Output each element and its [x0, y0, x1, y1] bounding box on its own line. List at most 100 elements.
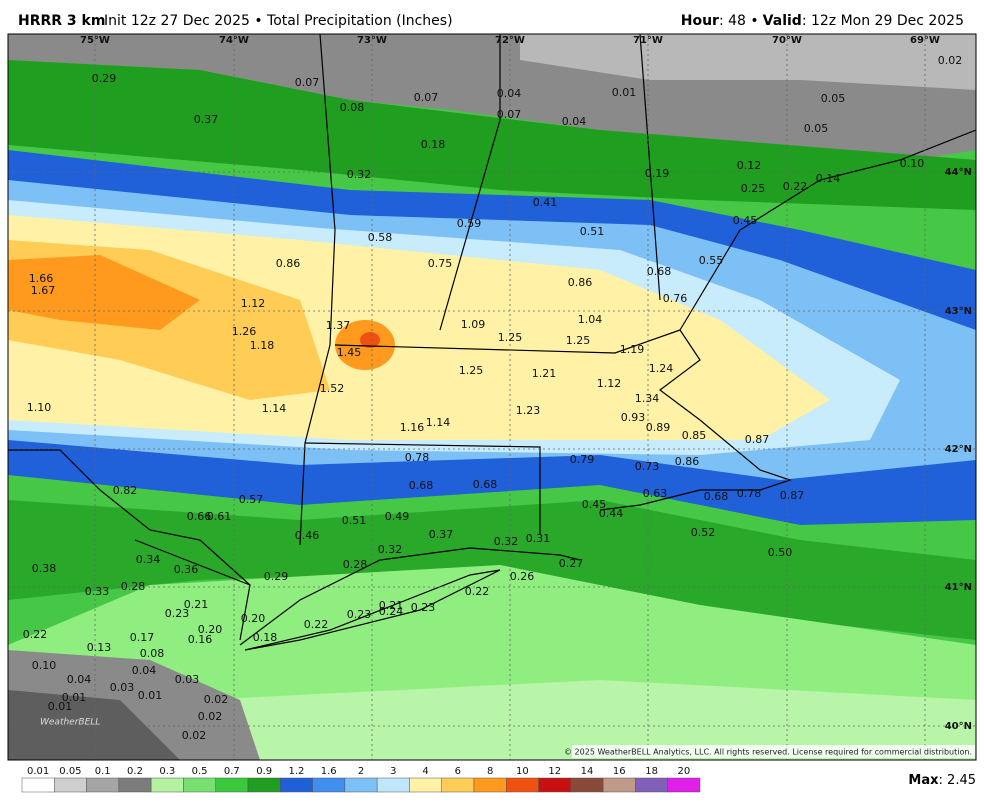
precip-value: 0.38	[32, 562, 57, 575]
legend-swatch	[183, 777, 216, 793]
legend-label: 1.6	[321, 766, 337, 777]
precip-value: 0.29	[264, 570, 289, 583]
precip-value: 0.49	[385, 510, 410, 523]
legend-swatch	[247, 777, 281, 793]
precip-value: 0.28	[121, 580, 146, 593]
precip-value: 0.52	[691, 526, 716, 539]
precip-value: 0.04	[562, 115, 587, 128]
precip-value: 0.68	[473, 478, 498, 491]
lon-label: 70°W	[772, 35, 802, 46]
precip-value: 0.28	[343, 558, 368, 571]
precip-value: 0.23	[347, 608, 372, 621]
precip-value: 1.14	[262, 402, 287, 415]
precip-value: 0.02	[204, 693, 229, 706]
legend-label: 0.9	[256, 766, 272, 777]
init-text: Init 12z 27 Dec 2025 • Total Precipitati…	[104, 13, 453, 29]
precip-value: 1.25	[498, 331, 523, 344]
precip-value: 0.78	[737, 487, 762, 500]
valid-label: Valid	[763, 13, 802, 29]
legend-swatch	[280, 777, 313, 793]
precip-value: 0.17	[130, 631, 155, 644]
legend-label: 1.2	[288, 766, 304, 777]
precip-value: 0.57	[239, 493, 264, 506]
precip-value: 0.19	[645, 167, 670, 180]
legend-swatch	[118, 777, 152, 793]
precip-value: 1.16	[400, 421, 425, 434]
precip-value: 0.33	[85, 585, 110, 598]
hour-label: Hour	[681, 13, 719, 29]
legend-label: 12	[548, 766, 561, 777]
precip-value: 1.18	[250, 339, 275, 352]
legend-label: 20	[677, 766, 690, 777]
legend: 0.01 0.05 0.1 0.2 0.3 0.5 0.7 0.9 1.2 1.6 2 3 4 6 8 10 1…	[21, 766, 701, 793]
precip-value: 0.03	[175, 673, 200, 686]
precip-value: 0.51	[580, 225, 605, 238]
legend-label: 0.05	[59, 766, 81, 777]
precip-value: 0.25	[741, 182, 766, 195]
precip-value: 0.45	[733, 214, 758, 227]
precip-value: 0.75	[428, 257, 453, 270]
precip-value: 0.01	[48, 700, 73, 713]
precip-value: 0.18	[421, 138, 446, 151]
precip-value: 0.13	[87, 641, 112, 654]
model-name: HRRR 3 km	[18, 13, 105, 29]
precip-value: 0.32	[347, 168, 372, 181]
lat-label: 44°N	[945, 167, 972, 178]
legend-label: 6	[455, 766, 461, 777]
legend-swatch	[473, 777, 507, 793]
precip-value: 0.04	[67, 673, 92, 686]
precip-value: 0.22	[465, 585, 490, 598]
precip-value: 0.05	[804, 122, 829, 135]
precip-value: 0.07	[497, 108, 522, 121]
map-frame	[7, 33, 977, 761]
precip-value: 0.18	[253, 631, 278, 644]
legend-label: 0.1	[95, 766, 111, 777]
max-label: Max	[908, 773, 939, 788]
valid-line: Hour: 48 • Valid: 12z Mon 29 Dec 2025	[681, 13, 964, 29]
precip-value: 0.68	[704, 490, 729, 503]
precip-value: 1.14	[426, 416, 451, 429]
precip-value: 0.50	[768, 546, 793, 559]
precip-value: 0.93	[621, 411, 646, 424]
precip-value: 1.66	[29, 272, 54, 285]
max-line: Max: 2.45	[908, 773, 976, 788]
precip-value: 1.26	[232, 325, 257, 338]
legend-swatch	[344, 777, 378, 793]
precip-value: 0.22	[783, 180, 808, 193]
precip-value: 0.89	[646, 421, 671, 434]
precip-value: 0.20	[198, 623, 223, 636]
precip-value: 0.02	[182, 729, 207, 742]
legend-label: 14	[581, 766, 594, 777]
precip-value: 0.07	[295, 76, 320, 89]
precip-value: 1.04	[578, 313, 603, 326]
precip-value: 1.67	[31, 284, 56, 297]
precip-value: 0.20	[241, 612, 266, 625]
legend-swatch	[538, 777, 572, 793]
legend-swatch	[312, 777, 346, 793]
lat-label: 43°N	[945, 306, 972, 317]
precip-value: 1.34	[635, 392, 660, 405]
precip-value: 0.55	[699, 254, 724, 267]
precip-value: 0.36	[174, 563, 199, 576]
legend-label: 4	[422, 766, 428, 777]
hour-value: : 48 •	[719, 13, 759, 29]
legend-label: 16	[613, 766, 626, 777]
precip-value: 1.10	[27, 401, 52, 414]
valid-value: : 12z Mon 29 Dec 2025	[802, 13, 964, 29]
legend-label: 3	[390, 766, 396, 777]
legend-swatch	[215, 777, 249, 793]
legend-swatch	[54, 777, 87, 793]
precip-value: 0.26	[510, 570, 535, 583]
legend-label: 0.01	[27, 766, 49, 777]
legend-label: 2	[358, 766, 364, 777]
precip-value: 0.37	[429, 528, 454, 541]
precip-value: 0.66	[187, 510, 212, 523]
legend-label: 10	[516, 766, 529, 777]
legend-swatch	[602, 777, 636, 793]
legend-swatch	[441, 777, 475, 793]
precip-value: 1.23	[516, 404, 541, 417]
precip-value: 0.68	[409, 479, 434, 492]
legend-label: 0.7	[224, 766, 240, 777]
legend-swatch	[570, 777, 604, 793]
precip-value: 1.45	[337, 346, 362, 359]
